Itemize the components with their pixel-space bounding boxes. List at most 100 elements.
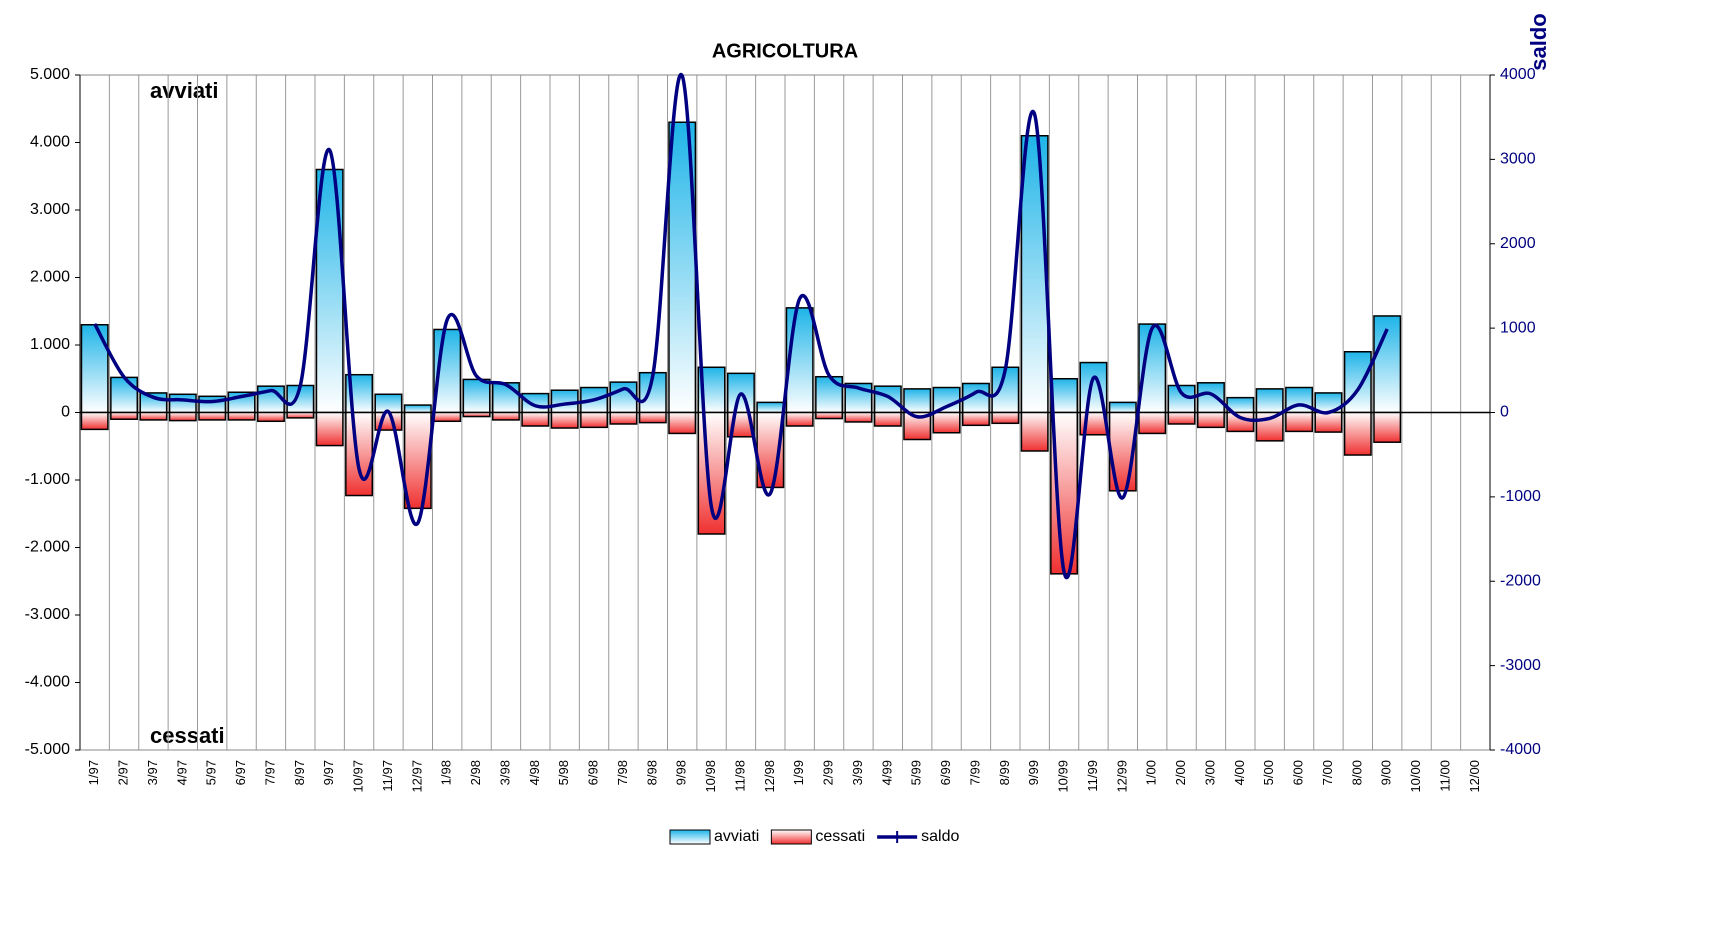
bar <box>491 411 520 421</box>
y-tick-label: 3.000 <box>30 201 70 218</box>
y-tick-label: -3.000 <box>25 606 70 623</box>
bar <box>521 411 550 427</box>
x-tick-label: 11/00 <box>1437 760 1452 792</box>
line <box>93 72 1389 579</box>
x-tick-label: 7/00 <box>1320 760 1335 785</box>
x-tick-label: 7/99 <box>967 760 982 785</box>
x-tick-label: 10/99 <box>1056 760 1071 793</box>
x-tick-label: 1/98 <box>439 760 454 785</box>
x-tick-label: 11/97 <box>380 760 395 792</box>
x-tick-label: 9/00 <box>1379 760 1394 785</box>
x-tick-label: 11/98 <box>732 760 747 792</box>
bar <box>1138 411 1167 435</box>
bar <box>609 411 638 425</box>
x-tick-label: 6/98 <box>586 760 601 785</box>
bar <box>80 324 109 414</box>
bar <box>110 411 139 420</box>
x-tick-label: 8/99 <box>997 760 1012 785</box>
bar <box>1020 135 1049 414</box>
x-tick-label: 6/00 <box>1291 760 1306 785</box>
bar <box>1167 411 1196 425</box>
x-tick-label: 5/99 <box>909 760 924 785</box>
y-tick-label: 4.000 <box>30 134 70 151</box>
bar <box>785 411 814 427</box>
annotation: avviati <box>150 78 219 103</box>
bar <box>1285 411 1314 433</box>
x-tick-label: 4/98 <box>527 760 542 785</box>
legend-label: cessati <box>815 828 865 845</box>
x-tick-label: 2/97 <box>116 760 131 785</box>
y-tick-label: 5.000 <box>30 66 70 83</box>
bar <box>1373 411 1402 443</box>
chart-title: AGRICOLTURA <box>712 40 858 62</box>
bar <box>315 411 344 447</box>
x-tick-label: 1/00 <box>1144 760 1159 785</box>
y-tick-label: 1.000 <box>30 336 70 353</box>
x-tick-label: 9/98 <box>674 760 689 785</box>
legend: avviati cessati saldo <box>669 828 960 845</box>
bar <box>345 411 374 497</box>
x-tick-label: 6/97 <box>233 760 248 785</box>
bar <box>256 411 285 423</box>
bar <box>1196 382 1225 414</box>
x-tick-label: 3/99 <box>850 760 865 785</box>
bar <box>580 411 609 429</box>
x-tick-label: 4/99 <box>879 760 894 785</box>
bar <box>668 411 697 435</box>
x-tick-label: 2/99 <box>821 760 836 785</box>
bar <box>815 411 844 420</box>
y2-tick-label: -4000 <box>1500 741 1541 758</box>
legend-label: saldo <box>921 828 959 845</box>
bar <box>844 411 873 423</box>
y-tick-label: -1.000 <box>25 471 70 488</box>
bar <box>462 411 491 418</box>
bar <box>1343 351 1372 414</box>
x-tick-label: 3/98 <box>497 760 512 785</box>
x-tick-label: 1/99 <box>791 760 806 785</box>
y-tick-label: -5.000 <box>25 741 70 758</box>
x-tick-label: 4/00 <box>1232 760 1247 785</box>
bar <box>1255 388 1284 414</box>
bar <box>1196 411 1225 429</box>
x-tick-label: 12/99 <box>1114 760 1129 793</box>
x-tick-label: 8/98 <box>644 760 659 785</box>
bar <box>961 411 990 427</box>
x-tick-label: 11/99 <box>1085 760 1100 792</box>
x-tick-label: 12/98 <box>762 760 777 793</box>
bar <box>697 411 726 535</box>
x-tick-label: 2/98 <box>468 760 483 785</box>
y-tick-label: -4.000 <box>25 674 70 691</box>
bar <box>198 411 227 421</box>
y2-tick-label: 3000 <box>1500 151 1536 168</box>
bar <box>139 411 168 421</box>
y2-tick-label: 4000 <box>1500 66 1536 83</box>
bar <box>903 388 932 414</box>
bar <box>1226 411 1255 433</box>
bar <box>1020 411 1049 452</box>
x-tick-label: 10/00 <box>1408 760 1423 793</box>
bar <box>815 375 844 414</box>
y2-tick-label: 2000 <box>1500 235 1536 252</box>
y2-axis-label: saldo <box>1526 13 1551 70</box>
y-tick-label: -2.000 <box>25 539 70 556</box>
bar <box>932 411 961 434</box>
x-tick-label: 1/97 <box>86 760 101 785</box>
x-tick-label: 2/00 <box>1173 760 1188 785</box>
legend-swatch <box>669 829 711 845</box>
x-tick-label: 12/97 <box>409 760 424 793</box>
bar <box>110 376 139 414</box>
bar <box>756 401 785 414</box>
x-tick-label: 5/97 <box>204 760 219 785</box>
bar <box>932 386 961 414</box>
bar <box>550 411 579 429</box>
x-tick-label: 3/00 <box>1202 760 1217 785</box>
x-tick-label: 9/97 <box>321 760 336 785</box>
x-tick-label: 10/98 <box>703 760 718 793</box>
bar <box>1314 411 1343 433</box>
y2-tick-label: -1000 <box>1500 488 1541 505</box>
x-tick-label: 12/00 <box>1467 760 1482 793</box>
bar <box>1108 401 1137 414</box>
bar <box>433 411 462 423</box>
bar <box>227 411 256 421</box>
